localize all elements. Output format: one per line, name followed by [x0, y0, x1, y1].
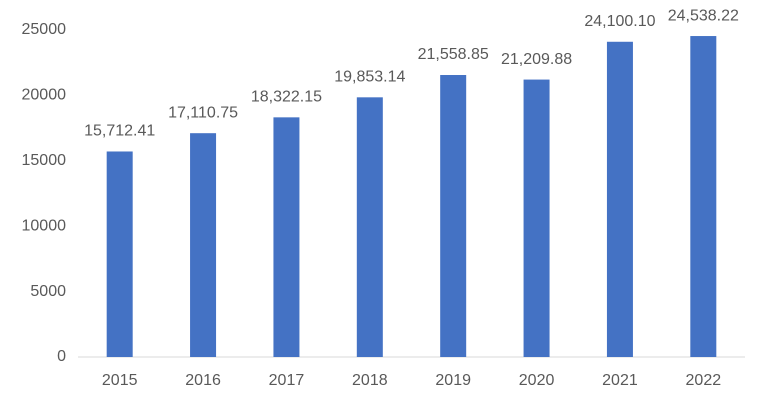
- value-label: 18,322.15: [251, 89, 322, 106]
- y-tick-label: 0: [57, 348, 66, 365]
- value-label: 21,209.88: [501, 51, 572, 68]
- value-label: 17,110.75: [168, 104, 238, 121]
- y-tick-label: 5000: [30, 283, 66, 300]
- bar: [440, 75, 467, 357]
- x-tick-label: 2019: [435, 372, 471, 389]
- bar: [690, 36, 717, 358]
- x-tick-label: 2015: [102, 372, 138, 389]
- y-tick-label: 25000: [22, 21, 67, 38]
- x-tick-label: 2016: [185, 372, 221, 389]
- value-label: 19,853.14: [334, 69, 405, 86]
- x-tick-label: 2021: [602, 372, 638, 389]
- x-tick-label: 2018: [352, 372, 388, 389]
- y-tick-label: 20000: [22, 87, 67, 104]
- value-label: 15,712.41: [84, 123, 155, 140]
- value-label: 24,100.10: [584, 13, 655, 30]
- bar: [106, 151, 133, 357]
- bar: [523, 79, 550, 357]
- x-tick-label: 2022: [686, 372, 722, 389]
- value-label: 24,538.22: [668, 7, 739, 24]
- y-tick-label: 10000: [22, 217, 67, 234]
- x-tick-label: 2017: [269, 372, 305, 389]
- bar: [273, 117, 300, 357]
- bar: [606, 41, 633, 357]
- x-tick-label: 2020: [519, 372, 555, 389]
- bar: [190, 133, 217, 357]
- bar: [356, 97, 383, 358]
- value-label: 21,558.85: [418, 46, 489, 63]
- y-tick-label: 15000: [22, 152, 67, 169]
